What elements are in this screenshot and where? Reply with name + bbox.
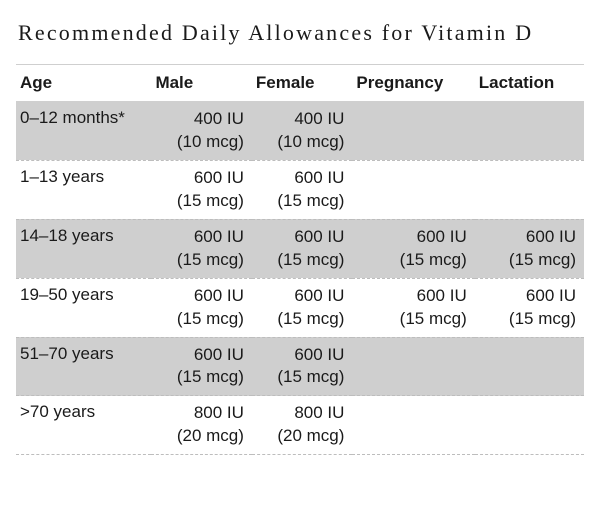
cell-male: 800 IU (20 mcg): [151, 396, 251, 455]
cell-age: >70 years: [16, 396, 151, 455]
value-mcg: (15 mcg): [256, 308, 344, 331]
value-iu: 600 IU: [256, 344, 344, 367]
cell-pregnancy: 600 IU (15 mcg): [352, 219, 474, 278]
cell-pregnancy: 600 IU (15 mcg): [352, 278, 474, 337]
cell-age: 19–50 years: [16, 278, 151, 337]
value-iu: 400 IU: [155, 108, 243, 131]
value-mcg: (10 mcg): [256, 131, 344, 154]
cell-lactation: [475, 160, 584, 219]
cell-male: 600 IU (15 mcg): [151, 219, 251, 278]
cell-lactation: 600 IU (15 mcg): [475, 278, 584, 337]
value-iu: 600 IU: [479, 285, 576, 308]
value-mcg: (15 mcg): [256, 190, 344, 213]
value-mcg: (15 mcg): [256, 249, 344, 272]
page: Recommended Daily Allowances for Vitamin…: [0, 0, 600, 510]
col-female: Female: [252, 65, 352, 102]
cell-female: 600 IU (15 mcg): [252, 337, 352, 396]
value-iu: 600 IU: [256, 167, 344, 190]
value-mcg: (15 mcg): [479, 249, 576, 272]
value-mcg: (15 mcg): [155, 190, 243, 213]
cell-lactation: [475, 102, 584, 161]
cell-age: 0–12 months*: [16, 102, 151, 161]
value-iu: 600 IU: [256, 226, 344, 249]
cell-female: 400 IU (10 mcg): [252, 102, 352, 161]
value-mcg: (15 mcg): [356, 249, 466, 272]
col-male: Male: [151, 65, 251, 102]
value-iu: 600 IU: [155, 167, 243, 190]
col-lactation: Lactation: [475, 65, 584, 102]
cell-pregnancy: [352, 396, 474, 455]
value-iu: 400 IU: [256, 108, 344, 131]
cell-age: 51–70 years: [16, 337, 151, 396]
cell-female: 800 IU (20 mcg): [252, 396, 352, 455]
cell-age: 1–13 years: [16, 160, 151, 219]
cell-pregnancy: [352, 102, 474, 161]
col-pregnancy: Pregnancy: [352, 65, 474, 102]
value-iu: 800 IU: [256, 402, 344, 425]
value-iu: 600 IU: [479, 226, 576, 249]
cell-male: 400 IU (10 mcg): [151, 102, 251, 161]
value-iu: 600 IU: [356, 226, 466, 249]
value-mcg: (15 mcg): [479, 308, 576, 331]
value-iu: 600 IU: [256, 285, 344, 308]
table-row: 1–13 years 600 IU (15 mcg) 600 IU (15 mc…: [16, 160, 584, 219]
value-iu: 600 IU: [155, 285, 243, 308]
cell-lactation: [475, 337, 584, 396]
value-mcg: (15 mcg): [256, 366, 344, 389]
table-row: 14–18 years 600 IU (15 mcg) 600 IU (15 m…: [16, 219, 584, 278]
col-age: Age: [16, 65, 151, 102]
value-mcg: (20 mcg): [256, 425, 344, 448]
value-iu: 600 IU: [155, 344, 243, 367]
table-row: 51–70 years 600 IU (15 mcg) 600 IU (15 m…: [16, 337, 584, 396]
table-header-row: Age Male Female Pregnancy Lactation: [16, 65, 584, 102]
value-mcg: (15 mcg): [356, 308, 466, 331]
cell-male: 600 IU (15 mcg): [151, 337, 251, 396]
cell-male: 600 IU (15 mcg): [151, 278, 251, 337]
cell-lactation: 600 IU (15 mcg): [475, 219, 584, 278]
table-row: 0–12 months* 400 IU (10 mcg) 400 IU (10 …: [16, 102, 584, 161]
cell-female: 600 IU (15 mcg): [252, 278, 352, 337]
cell-female: 600 IU (15 mcg): [252, 160, 352, 219]
value-mcg: (15 mcg): [155, 366, 243, 389]
cell-age: 14–18 years: [16, 219, 151, 278]
page-title: Recommended Daily Allowances for Vitamin…: [18, 20, 584, 46]
value-mcg: (10 mcg): [155, 131, 243, 154]
rda-table: Age Male Female Pregnancy Lactation 0–12…: [16, 64, 584, 455]
cell-pregnancy: [352, 160, 474, 219]
value-mcg: (20 mcg): [155, 425, 243, 448]
value-mcg: (15 mcg): [155, 308, 243, 331]
table-row: >70 years 800 IU (20 mcg) 800 IU (20 mcg…: [16, 396, 584, 455]
cell-male: 600 IU (15 mcg): [151, 160, 251, 219]
table-row: 19–50 years 600 IU (15 mcg) 600 IU (15 m…: [16, 278, 584, 337]
value-iu: 600 IU: [155, 226, 243, 249]
value-iu: 600 IU: [356, 285, 466, 308]
value-iu: 800 IU: [155, 402, 243, 425]
cell-female: 600 IU (15 mcg): [252, 219, 352, 278]
table-body: 0–12 months* 400 IU (10 mcg) 400 IU (10 …: [16, 102, 584, 455]
cell-pregnancy: [352, 337, 474, 396]
cell-lactation: [475, 396, 584, 455]
value-mcg: (15 mcg): [155, 249, 243, 272]
